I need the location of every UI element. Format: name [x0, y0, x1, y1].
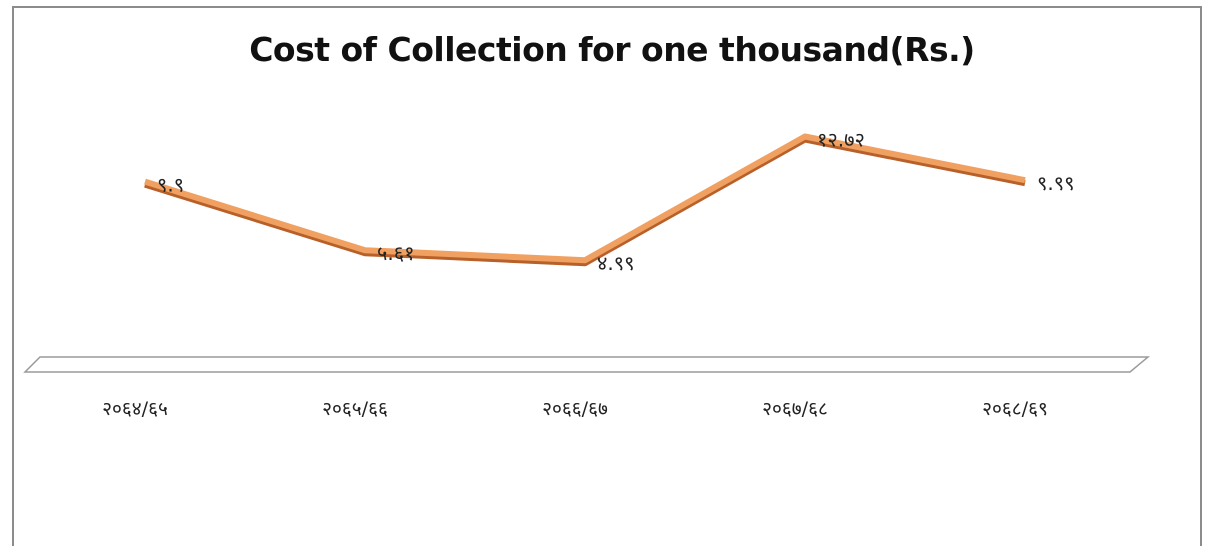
- x-tick-label: २०६४/६५: [102, 398, 168, 420]
- x-tick-label: २०६८/६९: [982, 398, 1048, 420]
- data-label: ९.९९: [1037, 171, 1075, 195]
- x-tick-label: २०६७/६८: [762, 398, 828, 420]
- series-line-shadow: [145, 140, 1025, 264]
- data-label: ४.९९: [597, 251, 635, 275]
- series-line: [145, 137, 1025, 261]
- data-label: १२.७२: [817, 128, 865, 152]
- data-label: ९.९: [157, 173, 184, 197]
- chart-floor: [25, 357, 1148, 372]
- x-tick-label: २०६६/६७: [542, 398, 608, 420]
- x-tick-label: २०६५/६६: [322, 398, 388, 420]
- data-label: ५.६१: [377, 241, 415, 265]
